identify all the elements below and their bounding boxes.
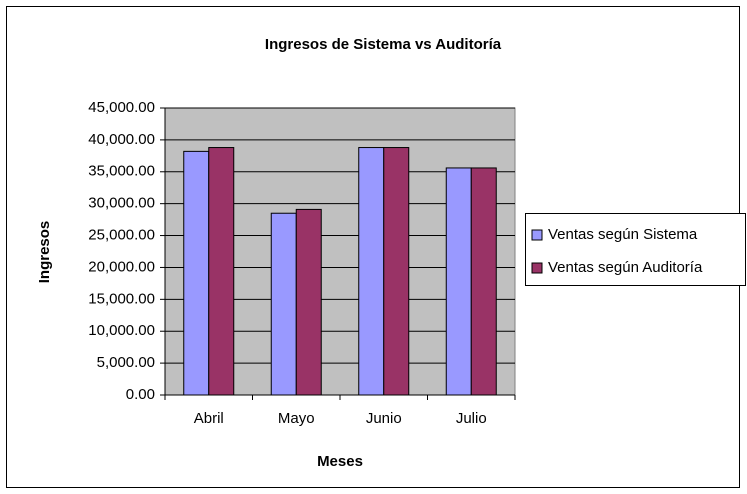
y-tick-label: 5,000.00 bbox=[97, 354, 155, 371]
bar bbox=[445, 167, 472, 396]
y-tick-label: 20,000.00 bbox=[88, 258, 155, 275]
bar bbox=[358, 147, 385, 396]
y-axis-label: Ingresos bbox=[36, 221, 53, 284]
y-tick-label: 0.00 bbox=[126, 386, 155, 403]
y-tick-label: 30,000.00 bbox=[88, 195, 155, 212]
y-tick-label: 10,000.00 bbox=[88, 322, 155, 339]
y-tick-label: 35,000.00 bbox=[88, 163, 155, 180]
bar bbox=[295, 208, 322, 396]
x-tick-label: Julio bbox=[456, 410, 487, 427]
legend-label: Ventas según Auditoría bbox=[548, 259, 703, 276]
chart-title: Ingresos de Sistema vs Auditoría bbox=[265, 36, 502, 53]
y-tick-label: 25,000.00 bbox=[88, 227, 155, 244]
bar bbox=[208, 147, 235, 396]
x-tick-label: Junio bbox=[366, 410, 402, 427]
y-tick-label: 40,000.00 bbox=[88, 131, 155, 148]
legend-swatch bbox=[531, 229, 543, 241]
x-tick-label: Abril bbox=[194, 410, 224, 427]
legend-label: Ventas según Sistema bbox=[548, 226, 698, 243]
bar bbox=[183, 150, 210, 396]
y-tick-label: 15,000.00 bbox=[88, 290, 155, 307]
y-tick-label: 45,000.00 bbox=[88, 99, 155, 116]
x-axis-label: Meses bbox=[317, 453, 363, 470]
legend-box bbox=[525, 213, 746, 286]
bar bbox=[270, 212, 297, 396]
bar bbox=[383, 147, 410, 396]
bar bbox=[470, 167, 497, 396]
legend-swatch bbox=[531, 262, 543, 274]
x-tick-label: Mayo bbox=[278, 410, 315, 427]
